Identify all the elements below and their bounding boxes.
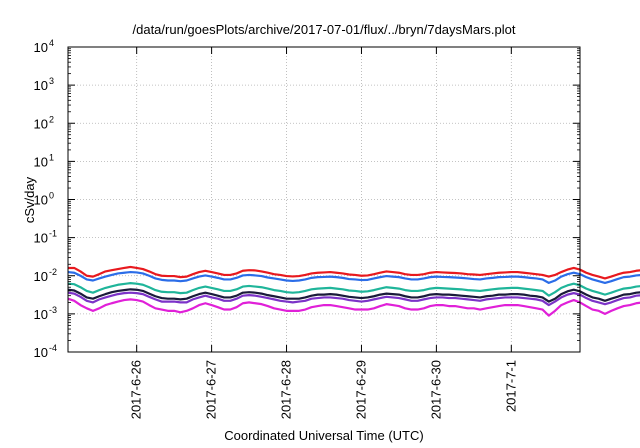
y-tick-label: 10 — [34, 193, 48, 208]
y-tick-label: 10 — [34, 40, 48, 55]
series-line-6 — [67, 297, 640, 317]
y-tick-exponent: -1 — [49, 229, 57, 239]
y-tick-exponent: -2 — [49, 267, 57, 277]
y-tick-exponent: 4 — [49, 38, 54, 48]
y-tick-label: 10 — [34, 307, 48, 322]
x-tick-label: 2017-6-26 — [129, 360, 144, 419]
y-tick-exponent: 2 — [49, 114, 54, 124]
series-line-3 — [67, 282, 640, 297]
y-tick-exponent: -4 — [49, 343, 57, 353]
series-line-4 — [67, 288, 640, 303]
chart-title: /data/run/goesPlots/archive/2017-07-01/f… — [133, 22, 516, 37]
y-tick-label: 10 — [34, 78, 48, 93]
y-tick-label: 10 — [34, 345, 48, 360]
y-tick-exponent: 1 — [49, 152, 54, 162]
series-line-2 — [67, 270, 640, 284]
x-tick-label: 2017-6-27 — [204, 360, 219, 419]
y-tick-exponent: 0 — [49, 191, 54, 201]
x-axis: 2017-6-26 2017-6-27 2017-6-28 2017-6-29 2017… — [129, 47, 518, 419]
x-tick-label: 2017-6-29 — [353, 360, 368, 419]
y-tick-label: 10 — [34, 231, 48, 246]
x-axis-label: Coordinated Universal Time (UTC) — [224, 428, 423, 443]
series-group — [67, 265, 640, 317]
x-tick-label: 2017-6-30 — [428, 360, 443, 419]
grid — [68, 47, 580, 352]
y-axis-label: cSv/day — [22, 176, 37, 223]
y-tick-label: 10 — [34, 154, 48, 169]
x-tick-label: 2017-6-28 — [279, 360, 294, 419]
x-tick-label: 2017-7-1 — [503, 360, 518, 412]
y-tick-label: 10 — [34, 116, 48, 131]
series-line-1 — [68, 265, 640, 280]
series-line-5 — [67, 291, 640, 307]
y-tick-label: 10 — [34, 269, 48, 284]
y-tick-exponent: -3 — [49, 305, 57, 315]
y-tick-exponent: 3 — [49, 76, 54, 86]
